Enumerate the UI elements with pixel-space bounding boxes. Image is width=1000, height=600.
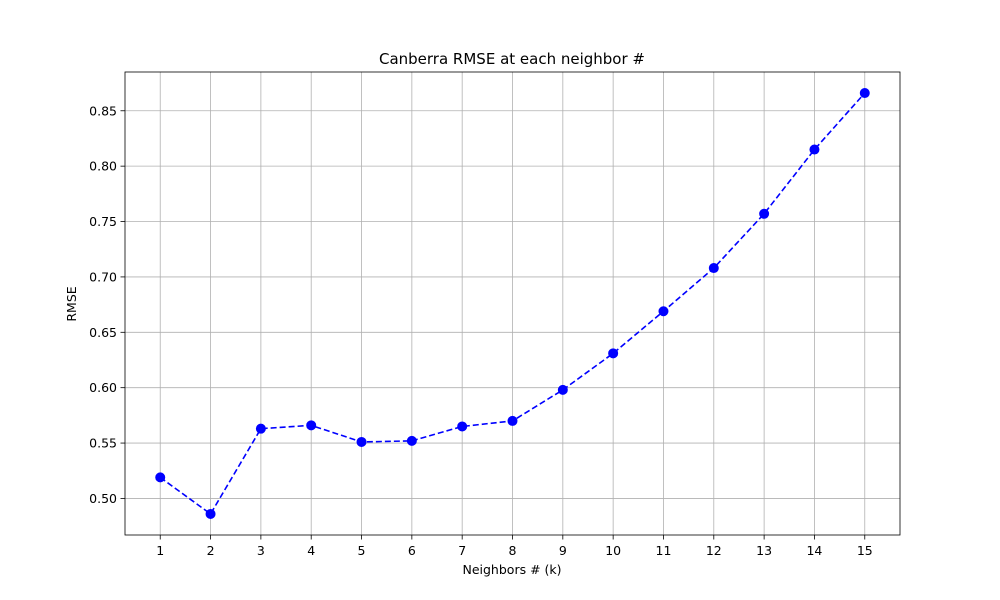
data-point [859, 88, 870, 99]
data-point [406, 435, 417, 446]
x-tick-label: 10 [605, 543, 621, 558]
x-tick-label: 4 [307, 543, 315, 558]
y-tick-label: 0.55 [89, 436, 117, 451]
y-tick-label: 0.75 [89, 214, 117, 229]
data-point [356, 436, 367, 447]
data-point [557, 384, 568, 395]
data-point [155, 472, 166, 483]
data-point [608, 348, 619, 359]
data-point [658, 306, 669, 317]
y-tick-label: 0.65 [89, 325, 117, 340]
x-tick-label: 13 [756, 543, 772, 558]
x-axis-ticks: 1 2 3 4 5 6 7 8 9 10 11 12 13 14 15 [156, 535, 873, 558]
data-point [759, 208, 770, 219]
chart-title: Canberra RMSE at each neighbor # [379, 50, 645, 68]
data-point [205, 508, 216, 519]
x-tick-label: 11 [656, 543, 672, 558]
data-point [708, 263, 719, 274]
y-axis-title: RMSE [64, 286, 79, 321]
y-tick-label: 0.70 [89, 269, 117, 284]
x-tick-label: 9 [559, 543, 567, 558]
x-tick-label: 5 [358, 543, 366, 558]
x-axis-title: Neighbors # (k) [462, 562, 561, 577]
x-tick-label: 6 [408, 543, 416, 558]
x-tick-label: 7 [458, 543, 466, 558]
x-tick-label: 2 [207, 543, 215, 558]
grid [125, 72, 900, 535]
y-tick-label: 0.60 [89, 380, 117, 395]
data-point [255, 423, 266, 434]
y-tick-label: 0.80 [89, 159, 117, 174]
y-tick-label: 0.85 [89, 103, 117, 118]
x-tick-label: 3 [257, 543, 265, 558]
data-point [457, 421, 468, 432]
x-tick-label: 8 [509, 543, 517, 558]
x-tick-label: 14 [806, 543, 822, 558]
data-point [809, 144, 820, 155]
x-tick-label: 1 [156, 543, 164, 558]
data-point [507, 415, 518, 426]
series-layer [155, 88, 870, 519]
y-tick-label: 0.50 [89, 491, 117, 506]
y-axis-ticks: 0.50 0.55 0.60 0.65 0.70 0.75 0.80 0.85 [89, 103, 125, 506]
data-point [306, 420, 317, 431]
x-tick-label: 15 [857, 543, 873, 558]
x-tick-label: 12 [706, 543, 722, 558]
